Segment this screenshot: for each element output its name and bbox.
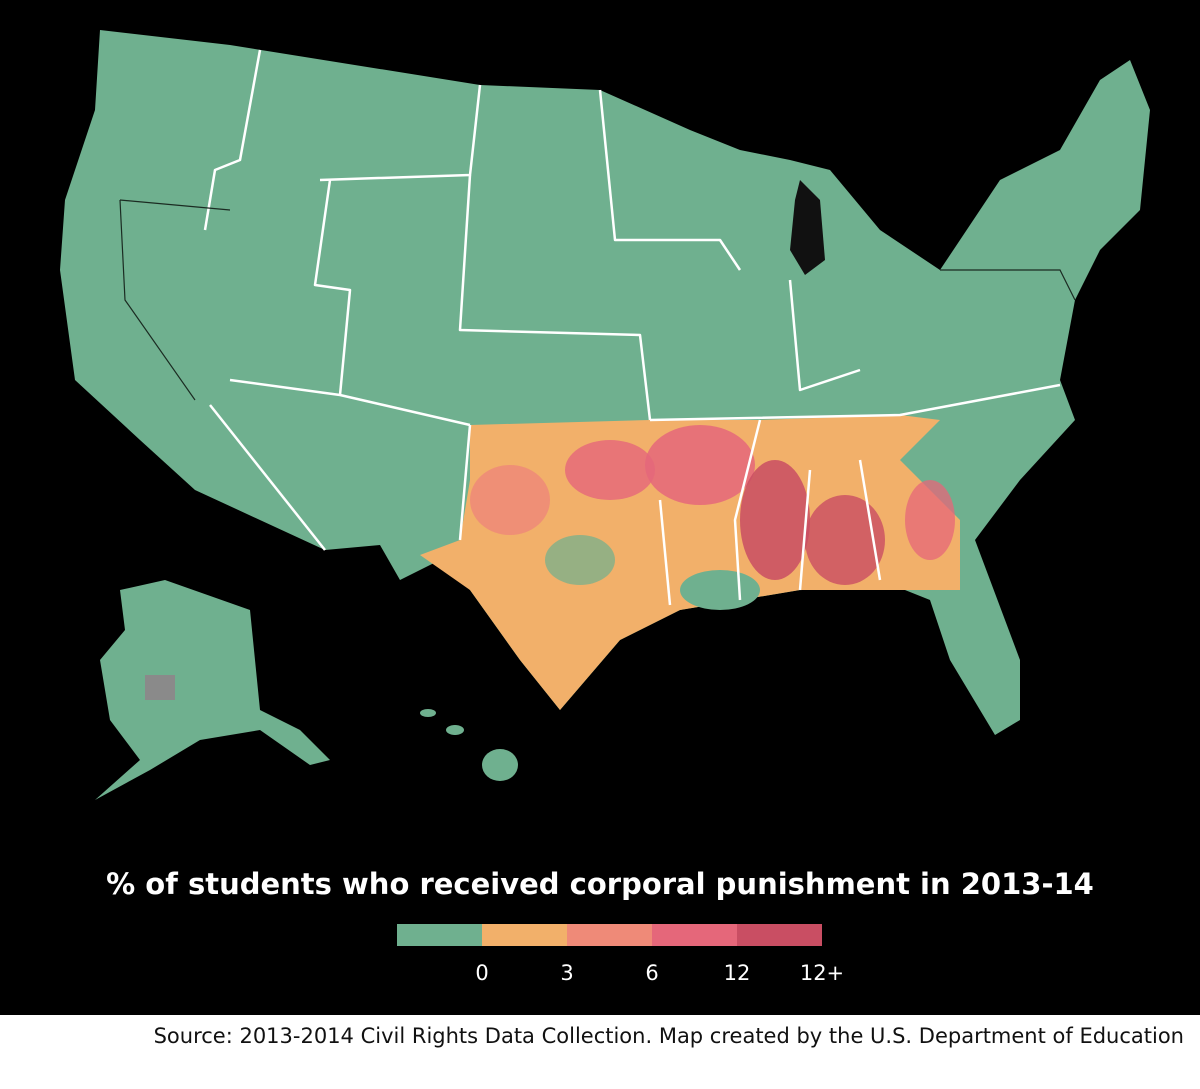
legend-label: 0 (475, 961, 488, 985)
legend-label: 3 (560, 961, 573, 985)
legend-label: 12+ (800, 961, 844, 985)
us-map (60, 30, 1150, 800)
region-green (680, 570, 760, 610)
state-border (658, 499, 672, 606)
lake-michigan (790, 180, 825, 275)
state-border (858, 459, 882, 581)
state-border (209, 404, 326, 551)
region-red (805, 495, 885, 585)
region-red (565, 440, 655, 500)
region-green (545, 535, 615, 585)
legend-swatch (482, 924, 567, 946)
state-border (313, 179, 352, 396)
state-border (788, 279, 861, 392)
state-border (229, 378, 471, 427)
alaska (95, 580, 330, 800)
hawaii (420, 709, 436, 717)
legend-title: % of students who received corporal puni… (106, 867, 1094, 901)
state-border (458, 424, 472, 541)
legend-swatch (652, 924, 737, 946)
southern-region-orange (420, 415, 960, 710)
legend-swatch (567, 924, 652, 946)
region-red (470, 465, 550, 535)
region-red (905, 480, 955, 560)
hawaii (482, 749, 518, 781)
state-border (733, 419, 762, 601)
no-data-area (145, 675, 175, 700)
state-border (203, 49, 262, 231)
source-bar (0, 1015, 1200, 1089)
source: Source: 2013-2014 Civil Rights Data Coll… (154, 1024, 1184, 1048)
hawaii (446, 725, 464, 735)
legend-swatch (397, 924, 482, 946)
state-border (598, 89, 742, 271)
region-red (740, 460, 810, 580)
state-border (119, 199, 231, 211)
region-red (645, 425, 755, 505)
state-border (798, 469, 812, 591)
legend: 0 3 6 12 12+ (397, 924, 844, 985)
legend-label: 12 (724, 961, 751, 985)
state-border (458, 174, 652, 421)
state-border (119, 199, 196, 401)
legend-swatch (737, 924, 822, 946)
state-border (940, 269, 1076, 301)
state-border (649, 383, 1061, 422)
legend-label: 6 (645, 961, 658, 985)
